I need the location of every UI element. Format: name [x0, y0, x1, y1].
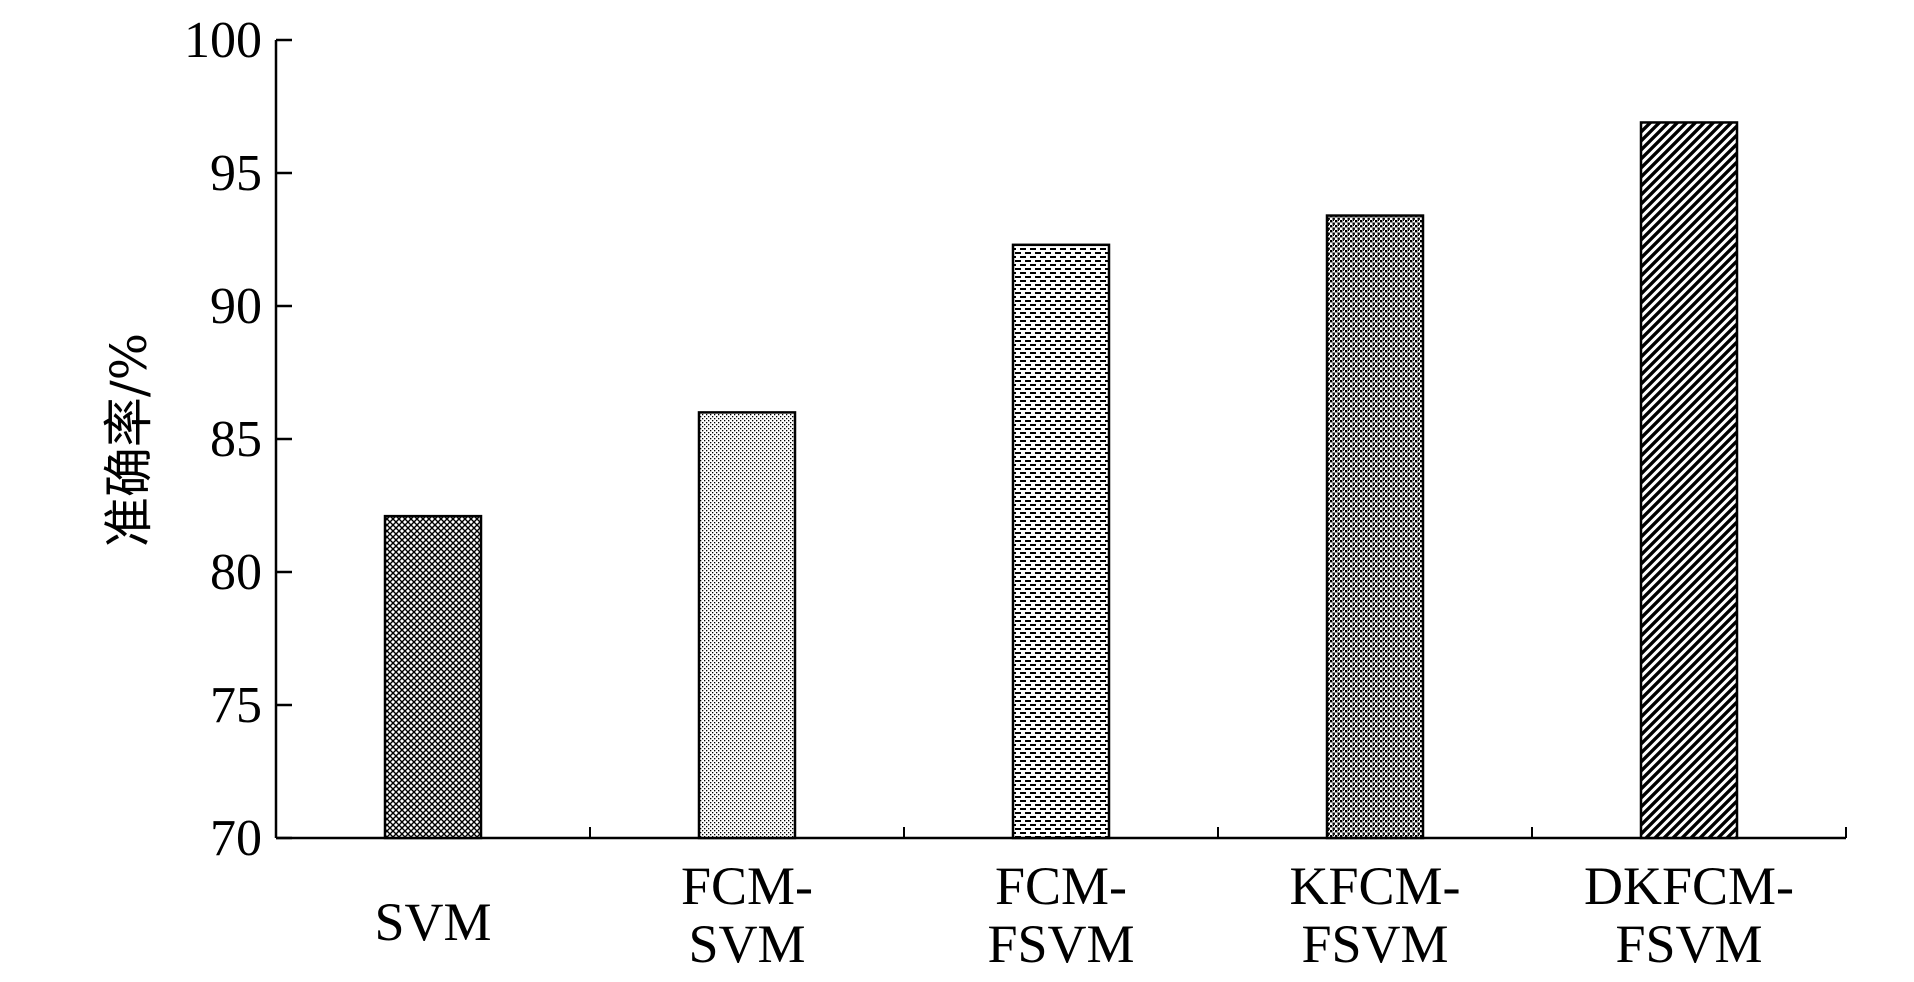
y-tick-label: 95: [210, 145, 262, 202]
x-category-label: DKFCM-FSVM: [1584, 856, 1794, 974]
x-category-label: FCM-SVM: [681, 856, 813, 974]
x-category-label-line: DKFCM-: [1584, 856, 1794, 916]
x-category-label-line: SVM: [688, 914, 805, 974]
x-category-label: FCM-FSVM: [987, 856, 1134, 974]
x-category-label-line: FCM-: [995, 856, 1127, 916]
x-category-label-line: KFCM-: [1289, 856, 1460, 916]
y-axis-label: 准确率/%: [100, 333, 158, 547]
bar-4: [1639, 121, 1739, 840]
x-category-label-line: FCM-: [681, 856, 813, 916]
y-tick-label: 80: [210, 544, 262, 601]
bar-3: [1325, 214, 1425, 840]
x-category-label-line: FSVM: [987, 914, 1134, 974]
x-category-label-line: FSVM: [1615, 914, 1762, 974]
y-tick-label: 85: [210, 411, 262, 468]
bar-1: [697, 411, 797, 840]
y-tick-label: 100: [184, 12, 262, 69]
x-category-label: SVM: [374, 892, 491, 952]
bars: [383, 121, 1739, 840]
bar-2: [1011, 243, 1111, 840]
x-category-label-line: FSVM: [1301, 914, 1448, 974]
x-category-label-line: SVM: [374, 892, 491, 952]
x-category-label: KFCM-FSVM: [1289, 856, 1460, 974]
y-tick-labels: 70 75 80 85 90 95 100: [184, 12, 262, 867]
y-tick-label: 70: [210, 810, 262, 867]
y-tick-label: 90: [210, 278, 262, 335]
bar-0: [383, 514, 483, 840]
y-tick-label: 75: [210, 677, 262, 734]
